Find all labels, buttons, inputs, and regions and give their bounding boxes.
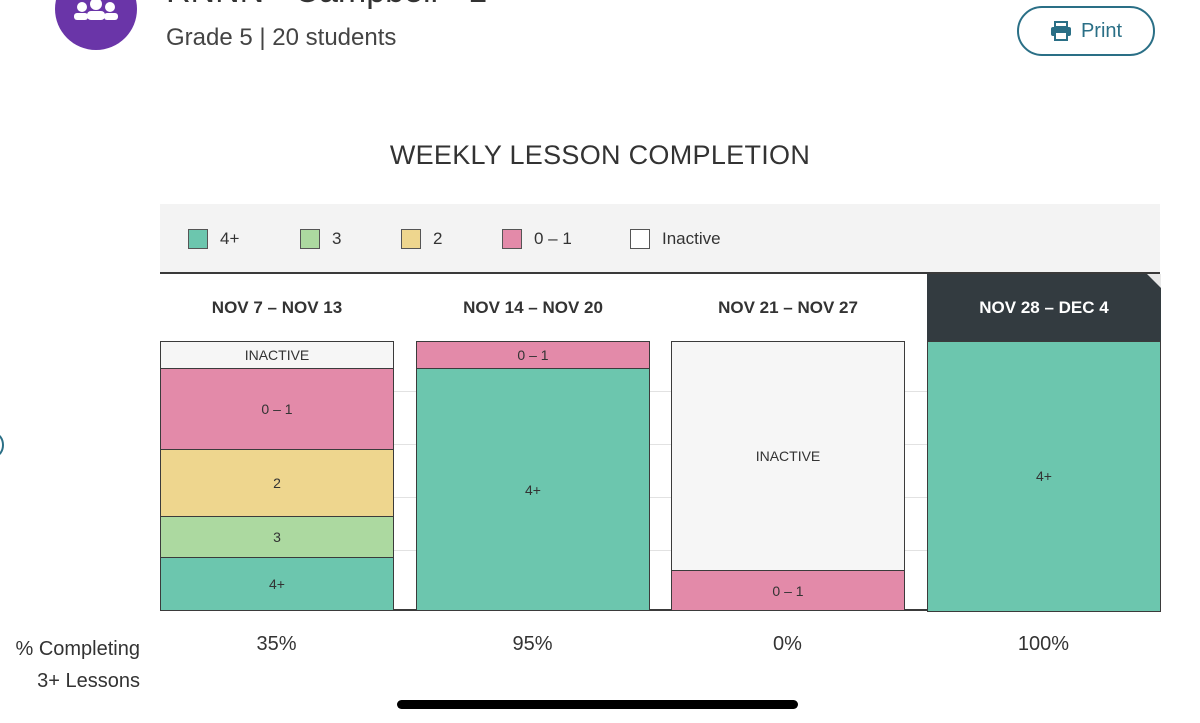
bar-segment-label: INACTIVE: [244, 347, 310, 364]
legend-label-4plus: 4+: [220, 229, 240, 248]
legend-item-0-1: 0 – 1: [502, 228, 572, 250]
summary-label-line2: 3+ Lessons: [37, 670, 140, 692]
summary-value: 35%: [256, 633, 297, 655]
summary-value: 95%: [512, 633, 553, 655]
printer-icon: [1050, 21, 1071, 41]
class-title: RNNN - Campbell - 1: [166, 0, 487, 11]
summary-row-label: % Completing 3+ Lessons: [0, 633, 140, 697]
legend-swatch-inactive: [630, 229, 650, 249]
chart-legend: 4+ 3 2 0 – 1 Inactive: [160, 204, 1160, 272]
bar-segment-label: INACTIVE: [755, 448, 821, 465]
bar-segment-label: 2: [273, 474, 281, 491]
chart-title: WEEKLY LESSON COMPLETION: [389, 140, 811, 170]
bar-segment-label: 0 – 1: [261, 400, 293, 417]
summary-label-line1: % Completing: [15, 638, 140, 660]
bar-segment-label: 3: [273, 528, 281, 545]
chart-baseline: [160, 609, 1160, 611]
edge-info-icon[interactable]: [0, 433, 4, 457]
legend-swatch-0-1: [502, 229, 522, 249]
print-button[interactable]: Print: [1017, 6, 1155, 56]
summary-value: 100%: [1017, 633, 1070, 655]
bar-segment[interactable]: 0 – 1: [416, 341, 650, 370]
selected-corner-marker: [1147, 274, 1161, 288]
week-header[interactable]: NOV 28 – DEC 4: [927, 274, 1161, 341]
week-header[interactable]: NOV 7 – NOV 13: [211, 297, 343, 317]
bar-segment[interactable]: INACTIVE: [160, 341, 394, 370]
bar-segment[interactable]: 4+: [416, 367, 650, 612]
legend-swatch-2: [401, 229, 421, 249]
bar-segment-label: 0 – 1: [772, 582, 804, 599]
week-header[interactable]: NOV 14 – NOV 20: [463, 297, 603, 317]
legend-item-inactive: Inactive: [630, 228, 721, 250]
gridline: [160, 391, 1160, 392]
gridline: [160, 550, 1160, 551]
gridline: [160, 444, 1160, 445]
group-icon: [74, 0, 118, 20]
bar-segment[interactable]: 3: [160, 515, 394, 558]
legend-swatch-3: [300, 229, 320, 249]
legend-item-3: 3: [300, 228, 341, 250]
summary-value: 0%: [773, 633, 802, 655]
legend-swatch-4plus: [188, 229, 208, 249]
legend-item-2: 2: [401, 228, 442, 250]
legend-item-4plus: 4+: [188, 228, 239, 250]
bar-segment[interactable]: 0 – 1: [160, 367, 394, 451]
bar-segment[interactable]: 0 – 1: [671, 569, 905, 612]
class-avatar: [55, 0, 137, 50]
class-subtitle: Grade 5 | 20 students: [166, 24, 397, 51]
chart-top-border: [160, 272, 1160, 274]
bar-segment-label: 4+: [525, 481, 541, 498]
week-header[interactable]: NOV 21 – NOV 27: [718, 297, 858, 317]
bar-segment[interactable]: INACTIVE: [671, 341, 905, 572]
bar-segment-label: 4+: [1036, 468, 1052, 485]
bar-segment-label: 4+: [269, 575, 285, 592]
print-label: Print: [1080, 19, 1123, 42]
legend-label-3: 3: [332, 229, 342, 248]
gridline: [160, 497, 1160, 498]
bar-segment[interactable]: 4+: [927, 341, 1161, 612]
legend-label-0-1: 0 – 1: [534, 229, 572, 248]
bar-segment[interactable]: 4+: [160, 556, 394, 612]
legend-label-2: 2: [433, 229, 443, 248]
bar-segment-label: 0 – 1: [517, 347, 549, 364]
bar-segment[interactable]: 2: [160, 448, 394, 518]
legend-label-inactive: Inactive: [662, 229, 721, 248]
home-indicator[interactable]: [397, 700, 798, 709]
